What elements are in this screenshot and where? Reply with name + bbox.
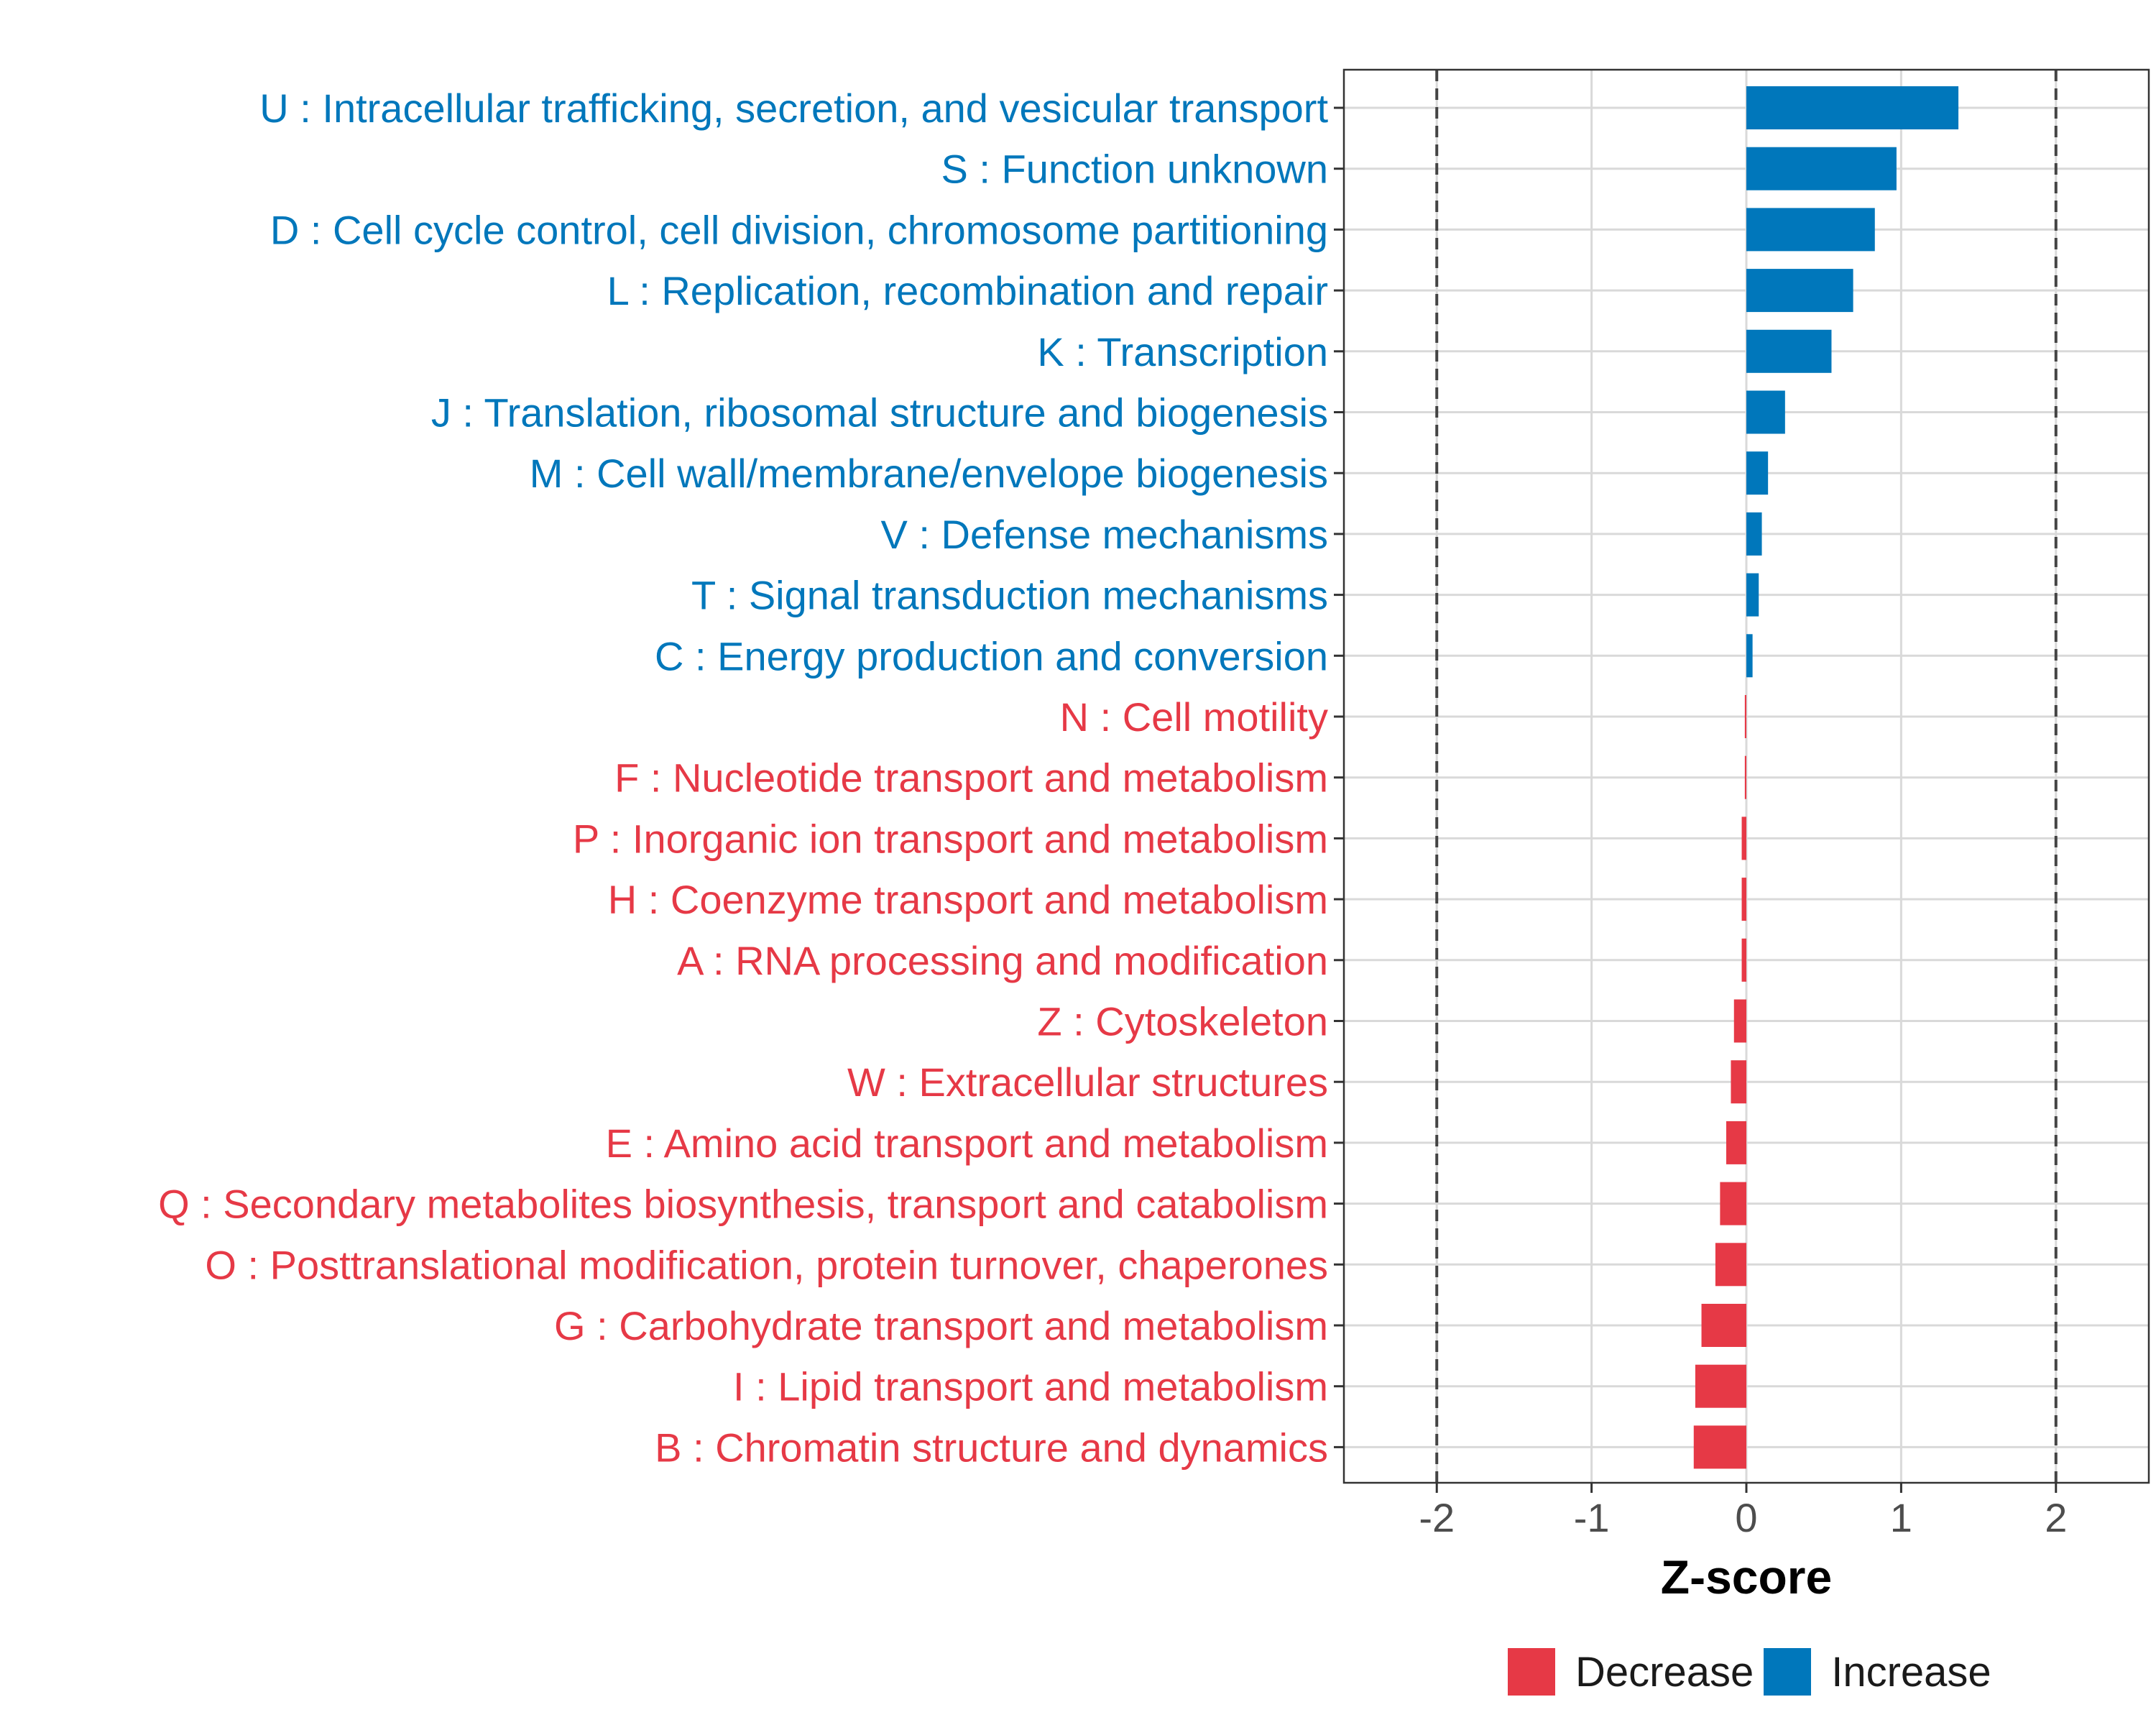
bar-22 xyxy=(1693,1425,1746,1469)
category-label-9: C : Energy production and conversion xyxy=(655,633,1328,678)
category-label-16: W : Extracellular structures xyxy=(847,1059,1328,1105)
bar-1 xyxy=(1746,147,1897,190)
bar-15 xyxy=(1733,999,1746,1043)
category-label-21: I : Lipid transport and metabolism xyxy=(733,1364,1328,1409)
bar-8 xyxy=(1746,573,1759,617)
bar-9 xyxy=(1746,634,1753,678)
bar-3 xyxy=(1746,269,1853,313)
category-label-15: Z : Cytoskeleton xyxy=(1037,999,1328,1044)
bar-11 xyxy=(1744,755,1746,799)
category-label-1: S : Function unknown xyxy=(941,147,1328,192)
category-label-19: O : Posttranslational modification, prot… xyxy=(205,1242,1328,1287)
category-labels: U : Intracellular trafficking, secretion… xyxy=(158,86,1344,1470)
category-label-7: V : Defense mechanisms xyxy=(881,512,1328,557)
category-label-10: N : Cell motility xyxy=(1060,694,1328,740)
category-label-6: M : Cell wall/membrane/envelope biogenes… xyxy=(530,451,1328,496)
legend-label-increase: Increase xyxy=(1831,1648,1991,1696)
bar-20 xyxy=(1701,1304,1746,1347)
bar-19 xyxy=(1715,1243,1746,1287)
x-axis-title: Z-score xyxy=(1661,1550,1832,1604)
bar-6 xyxy=(1746,451,1769,495)
category-label-0: U : Intracellular trafficking, secretion… xyxy=(259,86,1328,131)
bar-7 xyxy=(1746,512,1762,556)
category-label-11: F : Nucleotide transport and metabolism xyxy=(614,755,1328,801)
bar-12 xyxy=(1741,816,1746,860)
bar-14 xyxy=(1741,938,1746,982)
bar-16 xyxy=(1731,1060,1746,1104)
category-label-13: H : Coenzyme transport and metabolism xyxy=(608,877,1328,922)
panel-border xyxy=(1342,68,2150,1484)
category-label-12: P : Inorganic ion transport and metaboli… xyxy=(573,816,1328,861)
bar-0 xyxy=(1746,86,1959,129)
category-label-4: K : Transcription xyxy=(1037,329,1328,374)
bar-13 xyxy=(1741,878,1746,921)
legend-swatch-increase xyxy=(1764,1648,1812,1696)
legend: Decrease Increase xyxy=(1508,1647,2001,1696)
category-label-20: G : Carbohydrate transport and metabolis… xyxy=(554,1303,1328,1348)
bar-21 xyxy=(1695,1364,1746,1408)
category-label-17: E : Amino acid transport and metabolism xyxy=(606,1121,1328,1166)
x-tick-label-4: 2 xyxy=(2045,1495,2067,1540)
category-label-8: T : Signal transduction mechanisms xyxy=(691,573,1328,618)
category-label-22: B : Chromatin structure and dynamics xyxy=(655,1425,1328,1470)
bar-4 xyxy=(1746,329,1832,373)
category-label-3: L : Replication, recombination and repai… xyxy=(607,268,1328,313)
category-label-18: Q : Secondary metabolites biosynthesis, … xyxy=(158,1182,1328,1227)
legend-label-decrease: Decrease xyxy=(1575,1648,1754,1696)
category-label-5: J : Translation, ribosomal structure and… xyxy=(431,390,1328,436)
bar-2 xyxy=(1746,208,1875,252)
bars xyxy=(1693,86,1959,1469)
category-label-2: D : Cell cycle control, cell division, c… xyxy=(270,207,1328,252)
x-axis: -2 -1 0 1 2 xyxy=(1419,1483,2067,1540)
x-tick-label-0: -2 xyxy=(1419,1495,1455,1540)
x-tick-label-2: 0 xyxy=(1735,1495,1757,1540)
x-tick-label-3: 1 xyxy=(1890,1495,1912,1540)
legend-swatch-decrease xyxy=(1508,1648,1555,1696)
legend-item-increase: Increase xyxy=(1764,1648,1991,1696)
bar-17 xyxy=(1726,1121,1746,1164)
bar-10 xyxy=(1744,695,1746,738)
x-tick-label-1: -1 xyxy=(1574,1495,1610,1540)
reference-lines xyxy=(1435,70,2058,1483)
category-label-14: A : RNA processing and modification xyxy=(677,938,1328,983)
legend-item-decrease: Decrease xyxy=(1508,1648,1754,1696)
bar-5 xyxy=(1746,390,1785,434)
bar-18 xyxy=(1720,1182,1746,1225)
